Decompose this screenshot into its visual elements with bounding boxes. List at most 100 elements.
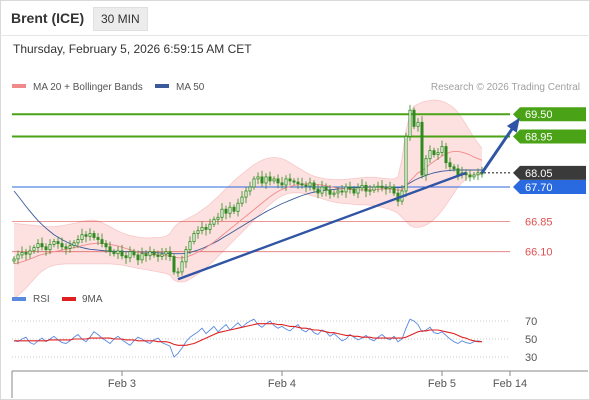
candle-body <box>236 202 240 212</box>
ma20-line <box>13 150 483 265</box>
candle-body <box>148 251 152 257</box>
candle-body <box>384 187 388 190</box>
candle-body <box>368 189 372 192</box>
candle-body <box>68 245 72 249</box>
x-tick-label: Feb 3 <box>108 378 136 390</box>
candle-body <box>292 180 296 183</box>
candle-body <box>224 208 228 214</box>
legend-swatch-9ma <box>62 297 76 301</box>
candle-body <box>440 146 444 153</box>
candle-body <box>60 243 64 248</box>
candle-body <box>96 237 100 240</box>
candle-body <box>328 189 332 195</box>
candle-body <box>152 251 156 256</box>
candle-body <box>288 178 292 182</box>
candle-body <box>40 243 44 248</box>
candle-body <box>52 241 56 245</box>
candle-body <box>304 184 308 187</box>
candle-body <box>416 121 420 127</box>
x-tick-label: Feb 5 <box>428 378 456 390</box>
legend-swatch-ma50 <box>155 84 169 88</box>
x-tick-label: Feb 4 <box>268 378 296 390</box>
candle-body <box>212 218 216 225</box>
candle-body <box>456 168 460 176</box>
candle-body <box>136 254 140 261</box>
header-divider <box>0 35 590 36</box>
bollinger-upper-line <box>13 99 483 239</box>
candle-body <box>420 121 424 176</box>
legend-label-rsi: RSI <box>33 294 50 305</box>
candle-body <box>184 249 188 263</box>
candle-body <box>20 252 24 256</box>
candle-body <box>56 241 60 245</box>
candle-body <box>448 162 452 168</box>
candle-body <box>176 271 180 274</box>
candle-body <box>92 233 96 238</box>
candle-body <box>112 251 116 255</box>
timeframe-button[interactable]: 30 MIN <box>93 7 148 31</box>
candle-body <box>120 250 124 257</box>
candle-body <box>28 250 32 255</box>
candle-body <box>208 223 212 230</box>
legend-swatch-bollinger <box>12 84 26 88</box>
candle-body <box>128 251 132 259</box>
candle-body <box>200 226 204 231</box>
candle-body <box>324 186 328 191</box>
candle-body <box>444 146 448 164</box>
candle-body <box>144 253 148 257</box>
candle-body <box>168 251 172 257</box>
candle-body <box>196 230 200 234</box>
rsi-tick-70: 70 <box>525 316 537 328</box>
candle-body <box>188 241 192 251</box>
forecast-arrow-head <box>506 117 520 133</box>
candle-body <box>84 234 88 237</box>
level-value-67-70: 67.70 <box>525 182 553 194</box>
candle-body <box>392 186 396 194</box>
candle-body <box>104 243 108 248</box>
candle-body <box>48 243 52 251</box>
candle-body <box>356 187 360 194</box>
candle-body <box>468 174 472 178</box>
candle-body <box>316 188 320 194</box>
candle-body <box>240 196 244 204</box>
candle-body <box>72 242 76 247</box>
candle-body <box>432 150 436 156</box>
bollinger-lower-line <box>13 174 482 299</box>
candle-body <box>116 250 120 255</box>
candle-body <box>472 174 476 178</box>
level-value-68-95: 68.95 <box>525 131 553 143</box>
candle-body <box>88 233 92 237</box>
level-value-68-05: 68.05 <box>525 168 553 180</box>
candle-body <box>264 176 268 184</box>
rsi-tick-50: 50 <box>525 334 537 346</box>
candle-body <box>16 254 20 260</box>
level-value-66-10: 66.10 <box>525 247 553 259</box>
level-tag-68-95 <box>513 129 586 144</box>
candle-body <box>308 182 312 187</box>
candle-body <box>272 178 276 182</box>
candle-body <box>476 172 480 176</box>
candle-body <box>408 109 412 137</box>
candle-body <box>340 190 344 193</box>
candle-body <box>248 186 252 192</box>
candle-body <box>320 186 324 194</box>
watermark-text: Research © 2026 Trading Central <box>431 82 580 93</box>
candle-body <box>156 254 160 257</box>
candle-body <box>348 186 352 190</box>
candle-body <box>100 239 104 245</box>
candle-body <box>32 247 36 252</box>
candle-body <box>372 186 376 191</box>
bollinger-band-area <box>14 100 482 299</box>
candle-body <box>404 135 408 192</box>
level-tag-69-50 <box>513 107 586 122</box>
candle-body <box>204 226 208 230</box>
legend-label-ma50: MA 50 <box>176 82 205 93</box>
candle-body <box>244 190 248 198</box>
candle-body <box>300 183 304 186</box>
candle-body <box>380 185 384 189</box>
candle-body <box>260 176 264 184</box>
candle-body <box>252 178 256 188</box>
rsi-9ma-line <box>14 323 482 346</box>
legend-label-bollinger: MA 20 + Bollinger Bands <box>33 82 143 93</box>
